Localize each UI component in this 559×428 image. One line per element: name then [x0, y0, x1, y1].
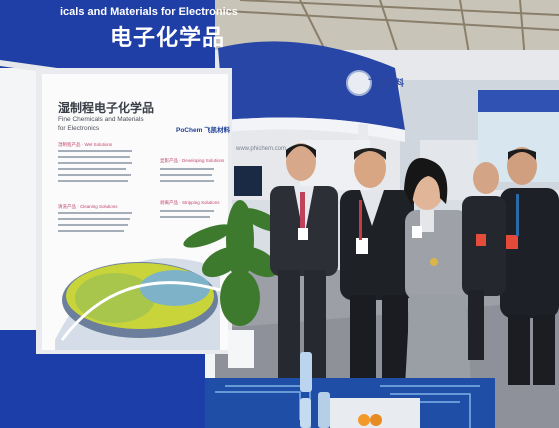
- person-4: [500, 147, 559, 385]
- panel-section-1: 湿制程产品 · Wet Solutions: [58, 142, 113, 147]
- person-3: [404, 158, 472, 405]
- banner-title-cn: 电子化学品: [110, 25, 226, 50]
- person-1: [270, 143, 338, 388]
- plant-pot: [228, 330, 254, 368]
- upper-booth-logo-text: 飞凯材料: [368, 78, 405, 88]
- company-logo-icon: [346, 70, 372, 96]
- water-bottle: [300, 352, 312, 392]
- panel-brand-logo: PoChem 飞凯材料: [176, 127, 231, 134]
- panel-section-4: 剥离产品 · Stripping Solutions: [160, 200, 220, 205]
- person-2: [340, 148, 414, 390]
- panel-title-en-2: for Electronics: [58, 125, 100, 132]
- upper-booth-structure: [218, 41, 405, 131]
- panel-title-cn: 湿制程电子化学品: [58, 101, 155, 115]
- panel-title-en-1: Fine Chemicals and Materials: [58, 116, 144, 123]
- upper-booth-url: www.phichem.com: [236, 146, 287, 152]
- banner-title-en: icals and Materials for Electronics: [60, 6, 238, 18]
- person-5: [462, 162, 506, 360]
- panel-section-2: 清洗产品 · Cleaning Solutions: [58, 204, 118, 209]
- panel-section-3: 显影产品 · Developing Solutions: [160, 158, 225, 163]
- monitor: [234, 166, 262, 196]
- booth-banner: [0, 0, 215, 68]
